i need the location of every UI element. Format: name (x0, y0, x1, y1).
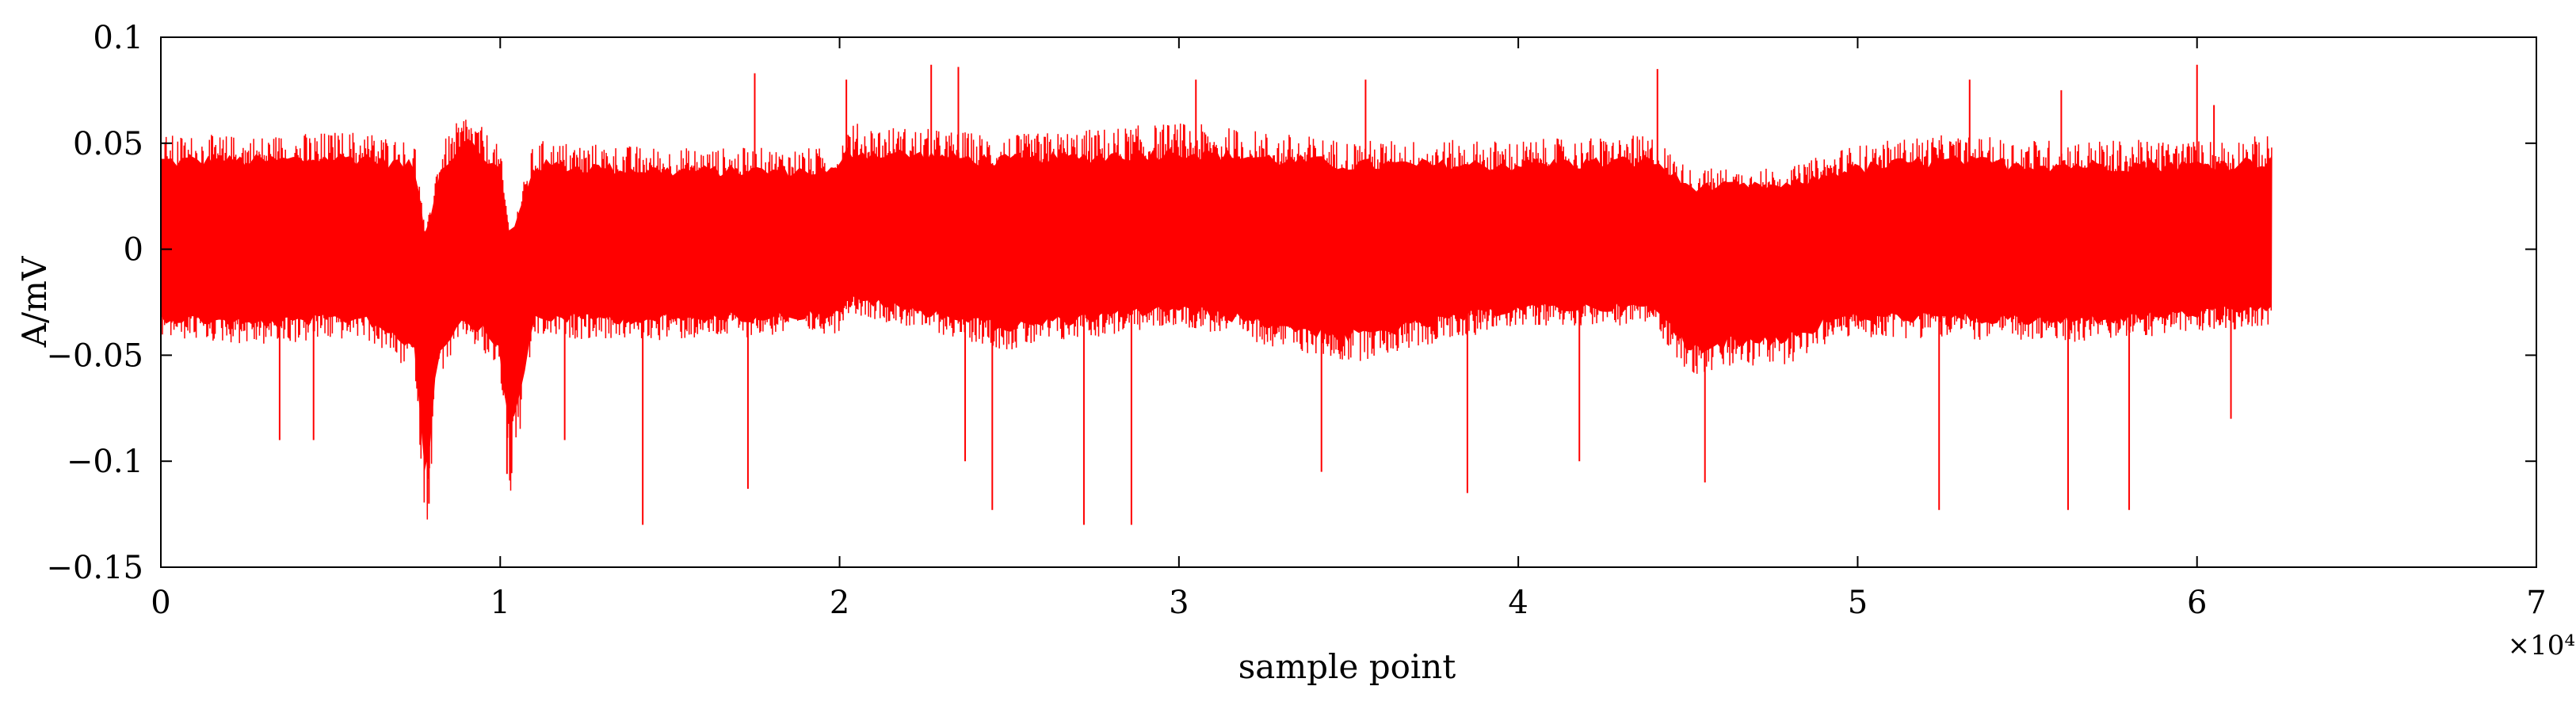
x-tick-label-0: 0 (151, 585, 170, 621)
y-tick-label-0: 0.1 (93, 20, 143, 56)
x-tick-label-2: 2 (830, 585, 849, 621)
ticks-group: 0 1 2 3 4 5 6 7 0.1 0.05 0 −0.05 −0.1 −0.15 (46, 20, 2546, 621)
signal-trace-group (160, 64, 2273, 525)
x-tick-label-1: 1 (490, 585, 510, 621)
plot-frame (160, 36, 2537, 568)
y-axis-label: A/mV (15, 256, 54, 348)
y-tick-label-1: 0.05 (73, 126, 143, 162)
y-tick-label-4: −0.1 (67, 444, 143, 480)
x-axis-label: sample point (1238, 647, 1456, 686)
x-tick-label-3: 3 (1169, 585, 1189, 621)
x-tick-label-7: 7 (2526, 585, 2546, 621)
y-tick-label-3: −0.05 (46, 337, 143, 374)
x-tick-label-6: 6 (2187, 585, 2207, 621)
y-tick-label-2: 0 (124, 232, 143, 269)
y-tick-label-5: −0.15 (46, 550, 143, 586)
x-tick-label-4: 4 (1508, 585, 1528, 621)
x-tick-label-5: 5 (1848, 585, 1868, 621)
signal-trace (160, 120, 2273, 520)
x-axis-multiplier: ×10⁴ (2508, 630, 2575, 661)
